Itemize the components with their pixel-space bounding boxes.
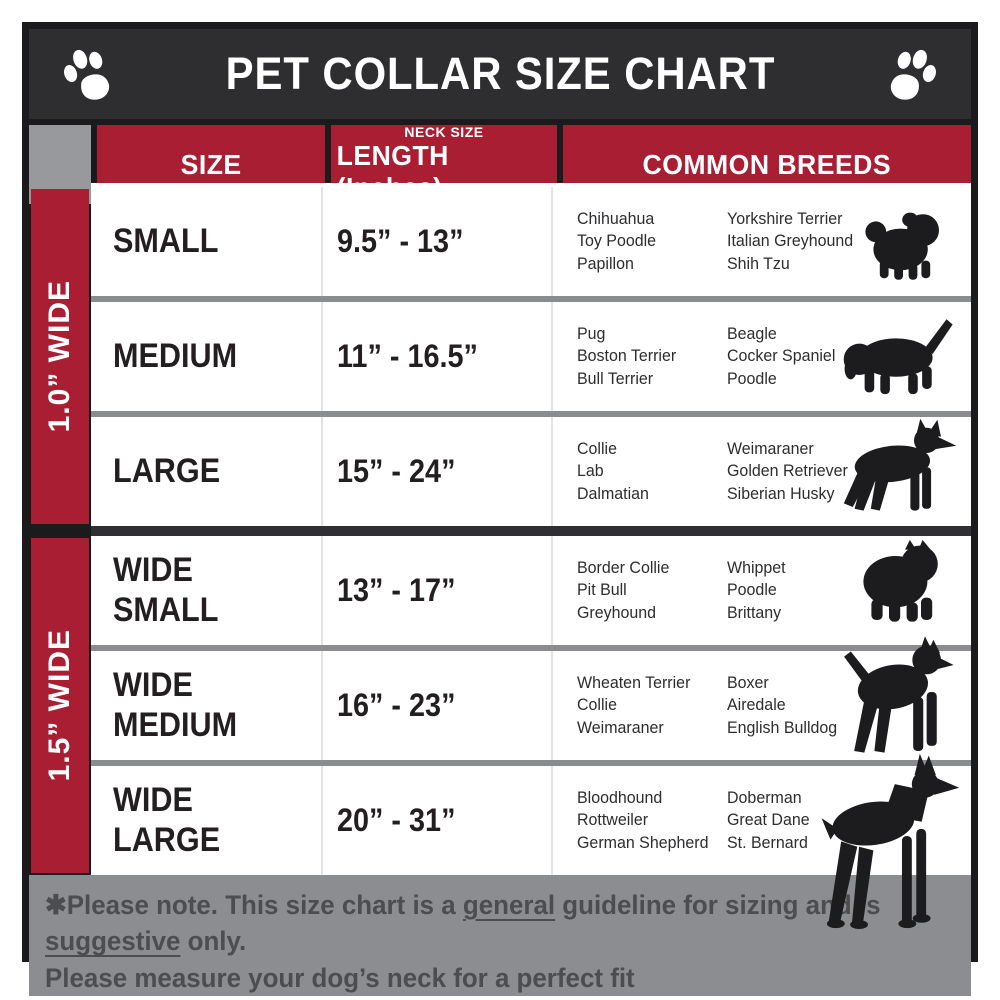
neck-range: 9.5” - 13” xyxy=(337,223,464,259)
rail-1-inch-wide: 1.0” WIDE xyxy=(31,189,89,524)
section-divider xyxy=(91,526,971,536)
neck-range: 20” - 31” xyxy=(337,802,456,838)
bulldog-silhouette-icon xyxy=(849,540,945,644)
breeds-column-b: Whippet Poodle Brittany xyxy=(727,558,786,622)
row-divider xyxy=(91,296,971,302)
breeds-column-b: Weimaraner Golden Retriever Siberian Hus… xyxy=(727,439,848,503)
neck-range: 16” - 23” xyxy=(337,687,456,723)
note-line-1: ✱Please note. This size chart is a gener… xyxy=(45,890,881,957)
table-header-row: SIZE NECK SIZE LENGTH (Inches) COMMON BR… xyxy=(29,125,971,204)
underlined-word: general xyxy=(462,890,556,920)
table-row-wide-medium: WIDE MEDIUM 16” - 23” Wheaten Terrier Co… xyxy=(91,636,971,760)
table-row-medium: MEDIUM 11” - 16.5” Pug Boston Terrier Bu… xyxy=(91,302,971,411)
rail-section-gap xyxy=(29,526,91,536)
paw-print-icon xyxy=(59,45,117,103)
row-divider xyxy=(91,411,971,417)
table-row-wide-small: WIDE SMALL 13” - 17” Border Collie Pit B… xyxy=(91,536,971,645)
breeds-column-b: Yorkshire Terrier Italian Greyhound Shih… xyxy=(727,209,854,273)
shepherd-silhouette-icon xyxy=(833,417,959,527)
breeds-column-a: Wheaten Terrier Collie Weimaraner xyxy=(577,673,691,737)
rail-label: 1.5” WIDE xyxy=(43,629,76,782)
page-title: PET COLLAR SIZE CHART xyxy=(225,48,775,99)
size-name: WIDE LARGE xyxy=(113,781,221,859)
table-row-large: LARGE 15” - 24” Collie Lab Dalmatian Wei… xyxy=(91,417,971,526)
footer-note: ✱Please note. This size chart is a gener… xyxy=(29,875,971,997)
note-line-2: Please measure your dog’s neck for a per… xyxy=(45,962,635,993)
underlined-word: suggestive xyxy=(45,926,181,957)
table-row-wide-large: WIDE LARGE 20” - 31” Bloodhound Rottweil… xyxy=(91,753,971,930)
neck-range: 13” - 17” xyxy=(337,572,456,608)
width-rail-column: 1.0” WIDE 1.5” WIDE xyxy=(29,183,91,875)
paw-print-icon xyxy=(883,45,941,103)
neck-range: 11” - 16.5” xyxy=(337,338,478,374)
breeds-column-b: Doberman Great Dane St. Bernard xyxy=(727,788,810,852)
breeds-column-a: Collie Lab Dalmatian xyxy=(577,439,649,503)
breeds-column-a: Border Collie Pit Bull Greyhound xyxy=(577,558,670,622)
header-gap xyxy=(91,183,971,187)
neck-range: 15” - 24” xyxy=(337,453,456,489)
breeds-column-a: Pug Boston Terrier Bull Terrier xyxy=(577,324,677,388)
table-row-small: SMALL 9.5” - 13” Chihuahua Toy Poodle Pa… xyxy=(91,187,971,296)
size-name: MEDIUM xyxy=(113,336,238,375)
rail-1-5-inch-wide: 1.5” WIDE xyxy=(31,538,89,873)
row-divider xyxy=(91,645,971,651)
rail-label: 1.0” WIDE xyxy=(43,280,76,433)
asterisk-icon: ✱ xyxy=(45,890,67,920)
row-divider xyxy=(91,760,971,766)
size-name: WIDE SMALL xyxy=(113,551,219,629)
toy-dog-silhouette-icon xyxy=(859,203,947,280)
pitbull-silhouette-icon xyxy=(839,633,957,775)
breeds-column-b: Beagle Cocker Spaniel Poodle xyxy=(727,324,836,388)
table-body: 1.0” WIDE 1.5” WIDE SMALL 9.5” - 13” Chi… xyxy=(29,183,971,930)
doberman-silhouette-icon xyxy=(809,752,961,948)
breeds-column-a: Chihuahua Toy Poodle Papillon xyxy=(577,209,657,273)
size-rows: SMALL 9.5” - 13” Chihuahua Toy Poodle Pa… xyxy=(91,183,971,930)
size-name: WIDE MEDIUM xyxy=(113,666,238,744)
size-name: SMALL xyxy=(113,221,219,260)
chart-frame: PET COLLAR SIZE CHART SIZE NECK SIZE LEN… xyxy=(22,22,978,997)
beagle-silhouette-icon xyxy=(835,314,957,398)
breeds-column-b: Boxer Airedale English Bulldog xyxy=(727,673,838,737)
size-name: LARGE xyxy=(113,451,221,490)
title-bar: PET COLLAR SIZE CHART xyxy=(29,29,971,119)
breeds-column-a: Bloodhound Rottweiler German Shepherd xyxy=(577,788,709,852)
